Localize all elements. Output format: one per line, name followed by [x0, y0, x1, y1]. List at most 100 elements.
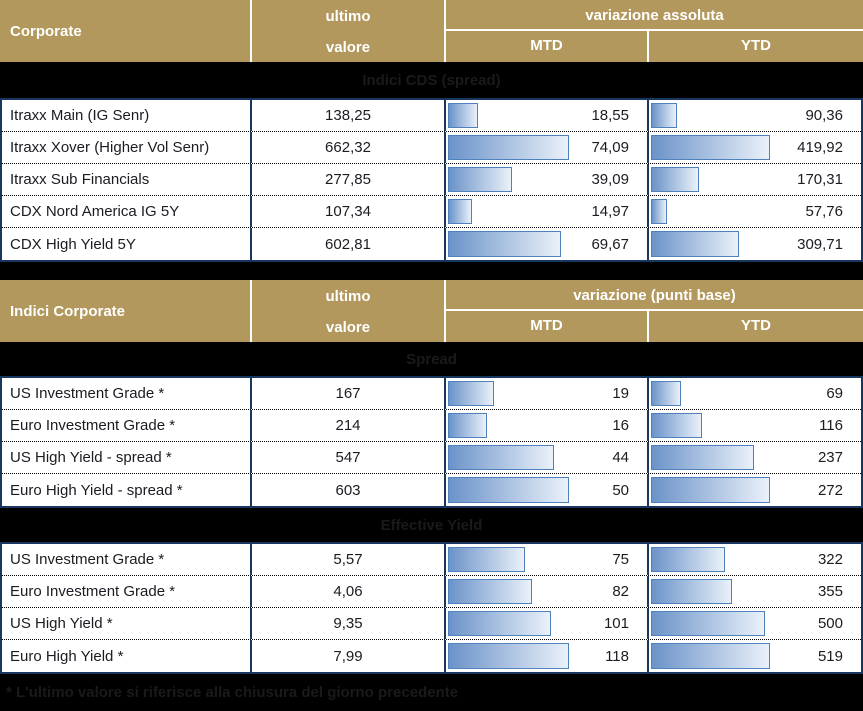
- section-band-yield-label: Effective Yield: [380, 516, 483, 534]
- ytd-cell: 419,92: [649, 132, 861, 163]
- ytd-value: 170,31: [797, 171, 843, 188]
- section-gap: [0, 262, 863, 280]
- row-label: US High Yield *: [2, 608, 252, 639]
- table-row: US Investment Grade * 5,57 75 322: [2, 544, 861, 576]
- last-value-label-line1: ultimo: [325, 288, 371, 305]
- last-value-cell: 167: [252, 378, 446, 409]
- row-label: Euro High Yield *: [2, 640, 252, 672]
- row-label: CDX High Yield 5Y: [2, 228, 252, 260]
- mtd-data-bar: [448, 643, 569, 669]
- ytd-data-bar: [651, 199, 668, 224]
- ytd-cell: 322: [649, 544, 861, 575]
- table-row: Itraxx Xover (Higher Vol Senr) 662,32 74…: [2, 132, 861, 164]
- mtd-cell: 44: [446, 442, 649, 473]
- last-value-cell: 214: [252, 410, 446, 441]
- mtd-cell: 69,67: [446, 228, 649, 260]
- ytd-data-bar: [651, 413, 702, 438]
- section-band-spread-label: Spread: [406, 350, 457, 368]
- ytd-value: 355: [817, 583, 843, 600]
- last-value-cell: 9,35: [252, 608, 446, 639]
- mtd-column-header: MTD: [446, 311, 649, 342]
- ytd-value: 237: [817, 449, 843, 466]
- row-label: Itraxx Sub Financials: [2, 164, 252, 195]
- table2-title: Indici Corporate: [0, 280, 252, 342]
- ytd-data-bar: [651, 231, 739, 257]
- row-label: Euro Investment Grade *: [2, 576, 252, 607]
- ytd-value: 519: [817, 647, 843, 665]
- table-row: US High Yield - spread * 547 44 237: [2, 442, 861, 474]
- ytd-data-bar: [651, 103, 677, 128]
- mtd-value: 44: [612, 449, 629, 466]
- variation-title: variazione assoluta: [446, 0, 863, 31]
- ytd-value: 322: [817, 551, 843, 568]
- mtd-cell: 50: [446, 474, 649, 506]
- footnote: * L'ultimo valore si riferisce alla chiu…: [0, 674, 863, 711]
- row-label: Euro High Yield - spread *: [2, 474, 252, 506]
- ytd-data-bar: [651, 381, 682, 406]
- ytd-cell: 170,31: [649, 164, 861, 195]
- row-label: US Investment Grade *: [2, 378, 252, 409]
- mtd-data-bar: [448, 231, 562, 257]
- mtd-cell: 19: [446, 378, 649, 409]
- mtd-value: 82: [612, 583, 629, 600]
- mtd-data-bar: [448, 445, 555, 470]
- ytd-data-bar: [651, 643, 770, 669]
- variation-title: variazione (punti base): [446, 280, 863, 311]
- ytd-value: 57,76: [805, 203, 843, 220]
- table1-variation-header: variazione assoluta MTD YTD: [446, 0, 863, 62]
- row-label: US High Yield - spread *: [2, 442, 252, 473]
- table-row: Itraxx Main (IG Senr) 138,25 18,55 90,36: [2, 100, 861, 132]
- mtd-column-header: MTD: [446, 31, 649, 62]
- mtd-cell: 74,09: [446, 132, 649, 163]
- mtd-data-bar: [448, 103, 479, 128]
- last-value-cell: 138,25: [252, 100, 446, 131]
- table-row: Euro Investment Grade * 214 16 116: [2, 410, 861, 442]
- ytd-data-bar: [651, 477, 770, 503]
- ytd-cell: 309,71: [649, 228, 861, 260]
- section-band-cds: Indici CDS (spread): [0, 62, 863, 98]
- mtd-data-bar: [448, 611, 552, 636]
- last-value-cell: 4,06: [252, 576, 446, 607]
- section-band-yield: Effective Yield: [0, 508, 863, 542]
- mtd-data-bar: [448, 547, 525, 572]
- ytd-cell: 519: [649, 640, 861, 672]
- table-row: Euro High Yield - spread * 603 50 272: [2, 474, 861, 506]
- section-band-spread: Spread: [0, 342, 863, 376]
- ytd-cell: 116: [649, 410, 861, 441]
- table-row: Itraxx Sub Financials 277,85 39,09 170,3…: [2, 164, 861, 196]
- table-row: US High Yield * 9,35 101 500: [2, 608, 861, 640]
- mtd-cell: 39,09: [446, 164, 649, 195]
- mtd-value: 39,09: [591, 171, 629, 188]
- mtd-value: 16: [612, 417, 629, 434]
- mtd-value: 75: [612, 551, 629, 568]
- mtd-data-bar: [448, 381, 494, 406]
- row-label: Euro Investment Grade *: [2, 410, 252, 441]
- ytd-cell: 500: [649, 608, 861, 639]
- ytd-value: 419,92: [797, 139, 843, 156]
- ytd-data-bar: [651, 167, 700, 192]
- row-label: US Investment Grade *: [2, 544, 252, 575]
- mtd-cell: 118: [446, 640, 649, 672]
- last-value-cell: 277,85: [252, 164, 446, 195]
- table2-variation-header: variazione (punti base) MTD YTD: [446, 280, 863, 342]
- table2-spread-rows: US Investment Grade * 167 19 69 Euro Inv…: [0, 376, 863, 508]
- table-row: Euro Investment Grade * 4,06 82 355: [2, 576, 861, 608]
- mtd-value: 74,09: [591, 139, 629, 156]
- table-row: Euro High Yield * 7,99 118 519: [2, 640, 861, 672]
- mtd-value: 69,67: [591, 235, 629, 253]
- ytd-cell: 90,36: [649, 100, 861, 131]
- last-value-cell: 7,99: [252, 640, 446, 672]
- table-row: CDX Nord America IG 5Y 107,34 14,97 57,7…: [2, 196, 861, 228]
- ytd-cell: 69: [649, 378, 861, 409]
- mtd-data-bar: [448, 579, 532, 604]
- ytd-value: 500: [817, 615, 843, 632]
- ytd-value: 69: [826, 385, 843, 402]
- row-label: Itraxx Main (IG Senr): [2, 100, 252, 131]
- mtd-value: 18,55: [591, 107, 629, 124]
- table2-yield-rows: US Investment Grade * 5,57 75 322 Euro I…: [0, 542, 863, 674]
- mtd-value: 14,97: [591, 203, 629, 220]
- table1-last-value-header: ultimo valore: [252, 0, 446, 62]
- table-row: CDX High Yield 5Y 602,81 69,67 309,71: [2, 228, 861, 260]
- ytd-value: 272: [817, 481, 843, 499]
